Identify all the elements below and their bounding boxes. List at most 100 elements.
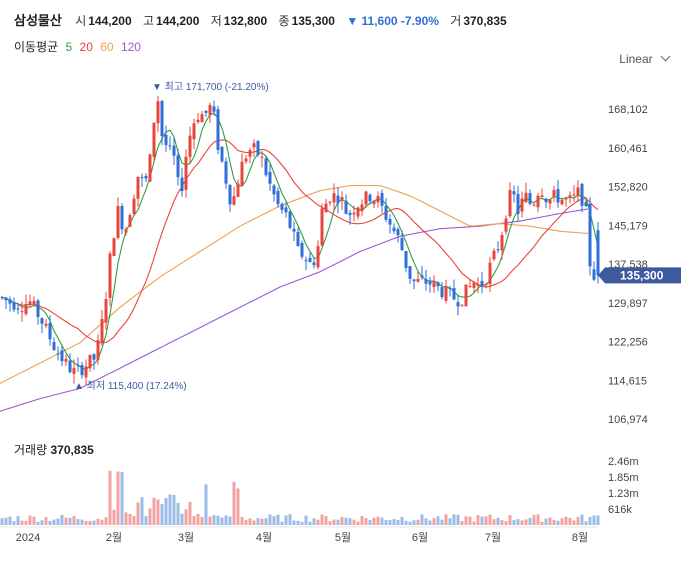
x-tick-label: 3월 [178,531,194,544]
volume-bar [436,516,440,525]
moving-average-legend[interactable]: 이동평균 5 20 60 120 [14,38,145,55]
volume-bar [372,517,376,525]
volume-bar [136,502,140,525]
candle-body [552,190,556,197]
volume-tick-label: 1.23m [608,488,639,500]
candle-body [480,280,484,287]
volume-bar [284,515,288,525]
y-tick-label: 106,974 [608,414,648,426]
candle-body [592,269,596,280]
x-tick-label: 2월 [106,531,122,544]
candle-body [352,212,356,215]
volume-title: 거래량 370,835 [14,441,94,458]
volume-bar [536,514,540,525]
candle-body [16,308,20,310]
candle-body [136,176,140,199]
volume-bar [212,515,216,525]
volume-bar [208,516,212,525]
close-label: 종 [278,14,290,28]
candle-body [328,201,332,203]
volume-bar [468,516,472,525]
volume-bar [496,517,500,525]
candle-body [448,288,452,290]
candle-body [332,193,336,203]
candle-body [400,238,404,251]
candle-body [20,311,24,313]
volume-tick-label: 616k [608,504,632,516]
candle-body [252,143,256,148]
candle-body [524,192,528,202]
volume-bar [520,520,524,525]
open-label: 시 [75,14,87,28]
volume-bar [128,513,132,525]
candle-body [292,228,296,232]
candle-body [432,281,436,288]
volume-bar [424,518,428,525]
candle-body [260,156,264,158]
candle-body [384,206,388,220]
volume-bar [240,517,244,525]
candle-body [388,218,392,225]
candle-body [376,195,380,203]
candle-body [248,150,252,157]
volume-bar [280,521,284,525]
volume-bar [488,514,492,525]
volume-bar [84,520,88,525]
candle-body [452,288,456,300]
volume-bar [48,520,52,525]
volume-bar [428,520,432,525]
candle-body [548,199,552,204]
volume-tick-label: 1.85m [608,472,639,484]
candle-body [68,360,72,373]
volume-bar [384,520,388,525]
candle-body [100,319,104,344]
volume-bar [72,515,76,525]
volume-bar [220,517,224,525]
candle-body [528,193,532,204]
volume-bar [292,520,296,525]
volume-bar [148,508,152,525]
volume-bar [152,497,156,525]
volume-bar [412,520,416,525]
candle-body [344,200,348,214]
volume-bar [236,488,240,525]
volume-bar [408,521,412,525]
candle-body [124,229,128,233]
volume-bar [244,519,248,525]
candle-body [320,208,324,246]
volume-bar [100,519,104,525]
y-tick-label: 152,820 [608,182,648,194]
candle-body [40,318,44,324]
volume-bar [580,514,584,525]
volume-bar [448,518,452,525]
volume-bar [104,517,108,525]
candle-body [8,299,12,304]
candle-body [28,301,32,305]
volume-bar [472,521,476,525]
volume-bar [432,518,436,525]
candle-body [276,190,280,205]
candle-body [296,231,300,246]
volume-bar [268,514,272,525]
candle-body [244,158,248,162]
candle-body [364,191,368,205]
volume-bar [200,516,204,525]
scale-dropdown[interactable]: Linear [619,51,671,66]
candle-body [380,193,384,206]
volume-label: 거 [450,14,462,28]
candle-body [392,227,396,232]
volume-bar [256,518,260,525]
volume-bar [500,520,504,525]
volume-bar [56,518,60,525]
low-value: 132,800 [223,14,268,28]
candle-body [280,203,284,210]
high-label: 고 [142,14,155,28]
volume-bar [224,515,228,525]
volume-value: 370,835 [463,14,507,28]
volume-bar [36,521,40,525]
volume-bar [464,516,468,525]
volume-bar [96,518,100,525]
candle-body [412,279,416,282]
candle-body [304,260,308,262]
